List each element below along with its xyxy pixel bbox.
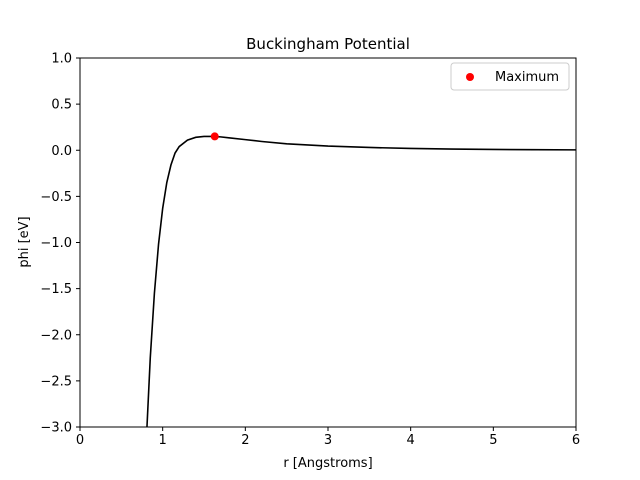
data-point-maximum <box>210 132 219 141</box>
y-tick-label: 0.0 <box>51 144 72 159</box>
legend-frame <box>450 62 570 91</box>
x-axis-label: r [Angstroms] <box>283 456 372 471</box>
y-tick-label: 0.5 <box>51 98 72 113</box>
x-tick-label: 5 <box>489 433 497 448</box>
legend: Maximum <box>450 62 570 91</box>
plot-area <box>146 132 576 427</box>
x-tick-label: 2 <box>241 433 249 448</box>
x-tick-label: 4 <box>407 433 415 448</box>
axis-ticks: 0 1 2 3 4 5 6 1.0 0.5 0.0 −0.5 −1.0 −1.5 −2.0 −2.5 −3.0 <box>40 52 580 449</box>
x-tick-label: 0 <box>76 433 84 448</box>
y-tick-label: −1.0 <box>40 236 72 251</box>
y-tick-label: −1.5 <box>40 282 72 297</box>
series-line-0 <box>146 135 576 427</box>
y-tick-label: −2.0 <box>40 328 72 343</box>
y-tick-label: −3.0 <box>40 421 72 436</box>
y-tick-label: −0.5 <box>40 190 72 205</box>
chart-title: Buckingham Potential <box>246 35 410 53</box>
x-tick-label: 3 <box>324 433 332 448</box>
y-tick-label: 1.0 <box>51 52 72 67</box>
legend-marker-maximum <box>466 73 474 81</box>
y-tick-label: −2.5 <box>40 374 72 389</box>
y-axis-label: phi [eV] <box>17 216 32 267</box>
axes-frame <box>79 57 577 428</box>
legend-label-maximum: Maximum <box>495 70 559 85</box>
x-tick-label: 1 <box>159 433 167 448</box>
x-tick-label: 6 <box>572 433 580 448</box>
